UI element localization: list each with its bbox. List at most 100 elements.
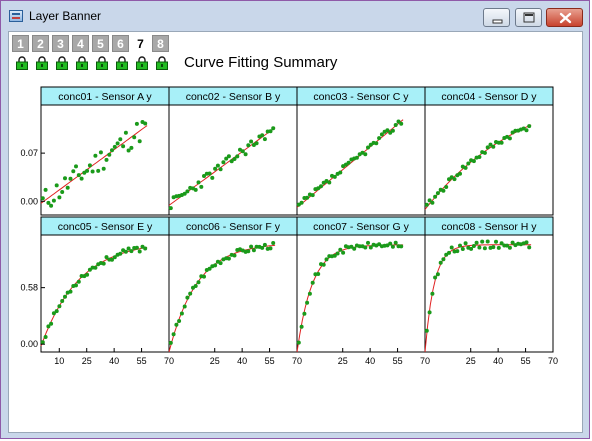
data-point <box>112 255 117 260</box>
data-point <box>527 245 532 250</box>
data-point <box>121 144 126 149</box>
lock-icon[interactable] <box>35 56 49 70</box>
data-point <box>207 171 212 176</box>
data-point <box>510 240 515 245</box>
data-point <box>85 168 90 173</box>
panel-title: conc06 - Sensor F y <box>186 221 281 233</box>
data-point <box>430 291 435 296</box>
lock-icon[interactable] <box>135 56 149 70</box>
layer-tab-4[interactable]: 4 <box>72 35 89 52</box>
data-point <box>107 152 112 157</box>
data-point <box>46 324 51 329</box>
data-point <box>260 133 265 138</box>
data-point <box>123 249 128 254</box>
data-point <box>182 191 187 196</box>
data-point <box>480 239 485 244</box>
maximize-button[interactable] <box>515 8 542 27</box>
data-point <box>179 311 184 316</box>
data-point <box>202 174 206 178</box>
layer-tab-6[interactable]: 6 <box>112 35 129 52</box>
minimize-button[interactable] <box>483 8 510 27</box>
data-point <box>226 256 231 261</box>
data-point <box>305 300 310 305</box>
data-point <box>327 180 332 185</box>
data-point <box>93 153 98 158</box>
data-point <box>87 267 92 272</box>
y-tick-label: 0.00 <box>20 196 38 206</box>
panel-title: conc02 - Sensor B y <box>186 91 281 103</box>
data-point <box>477 155 482 159</box>
data-point <box>491 245 496 250</box>
data-point <box>357 244 362 249</box>
data-point <box>215 163 220 168</box>
lock-icon[interactable] <box>115 56 129 70</box>
layer-tab-1[interactable]: 1 <box>12 35 29 52</box>
data-point <box>524 240 529 245</box>
x-tick-label: 40 <box>493 356 503 366</box>
data-point <box>427 310 432 315</box>
data-point <box>118 251 123 256</box>
layer-tab-3[interactable]: 3 <box>52 35 69 52</box>
layer-plots: conc01 - Sensor A y 0.07 0.00 conc02 - Sens… <box>20 86 558 366</box>
data-point <box>466 161 471 166</box>
data-point <box>188 291 193 296</box>
data-point <box>254 141 259 146</box>
panel-title: conc07 - Sensor G y <box>313 221 409 233</box>
maximize-icon <box>523 12 535 23</box>
data-point <box>254 244 259 249</box>
x-tick-label: 70 <box>420 356 430 366</box>
data-point <box>447 250 451 255</box>
data-point <box>296 202 301 207</box>
data-point <box>54 183 59 188</box>
data-point <box>224 156 229 161</box>
data-point <box>433 275 438 280</box>
x-tick-label: 40 <box>237 356 247 366</box>
data-point <box>427 198 432 203</box>
lock-icon[interactable] <box>155 56 169 70</box>
data-point <box>249 244 254 249</box>
data-point <box>174 322 179 327</box>
x-tick-label: 10 <box>54 356 64 366</box>
panel-frame <box>296 234 426 353</box>
data-point <box>218 261 223 266</box>
data-point <box>221 160 226 165</box>
data-point <box>112 144 117 149</box>
data-point <box>316 272 321 276</box>
y-tick-label: 0.00 <box>20 339 38 349</box>
layer-tab-8[interactable]: 8 <box>152 35 169 52</box>
panel-frame <box>168 234 298 353</box>
lock-icon[interactable] <box>75 56 89 70</box>
data-point <box>316 186 321 191</box>
data-point <box>335 251 340 256</box>
data-point <box>202 274 206 279</box>
data-point <box>430 200 435 205</box>
data-point <box>471 244 476 248</box>
layer-tab-5[interactable]: 5 <box>92 35 109 52</box>
data-point <box>98 150 103 155</box>
close-button[interactable] <box>546 8 583 27</box>
data-point <box>491 144 496 149</box>
layer-tab-2[interactable]: 2 <box>32 35 49 52</box>
lock-icon[interactable] <box>55 56 69 70</box>
data-point <box>399 121 404 126</box>
data-point <box>65 185 70 190</box>
lock-icon[interactable] <box>15 56 29 70</box>
data-point <box>74 164 78 169</box>
title-bar[interactable]: Layer Banner <box>1 1 589 31</box>
data-point <box>349 244 354 249</box>
data-point <box>463 241 468 246</box>
data-point <box>458 243 462 248</box>
data-point <box>488 142 493 147</box>
data-point <box>57 304 62 309</box>
layer-tab-7[interactable]: 7 <box>132 35 149 52</box>
x-tick-label: 55 <box>265 356 275 366</box>
data-point <box>46 200 51 205</box>
data-point <box>85 272 90 277</box>
data-point <box>129 249 134 254</box>
data-point <box>388 241 393 246</box>
x-tick-label: 70 <box>164 356 174 366</box>
fit-curve <box>40 246 148 347</box>
minimize-icon <box>492 19 503 24</box>
lock-icon[interactable] <box>95 56 109 70</box>
panel-title: conc01 - Sensor A y <box>58 91 152 103</box>
